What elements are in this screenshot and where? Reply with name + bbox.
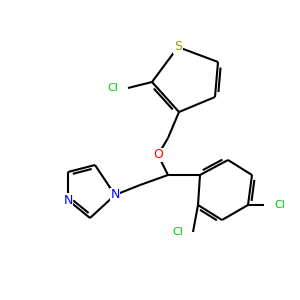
Text: N: N bbox=[110, 188, 120, 202]
Text: Cl: Cl bbox=[172, 227, 183, 237]
Text: Cl: Cl bbox=[107, 83, 118, 93]
Text: O: O bbox=[153, 148, 163, 161]
Text: Cl: Cl bbox=[274, 200, 285, 210]
Text: S: S bbox=[174, 40, 182, 53]
Text: N: N bbox=[63, 194, 73, 206]
